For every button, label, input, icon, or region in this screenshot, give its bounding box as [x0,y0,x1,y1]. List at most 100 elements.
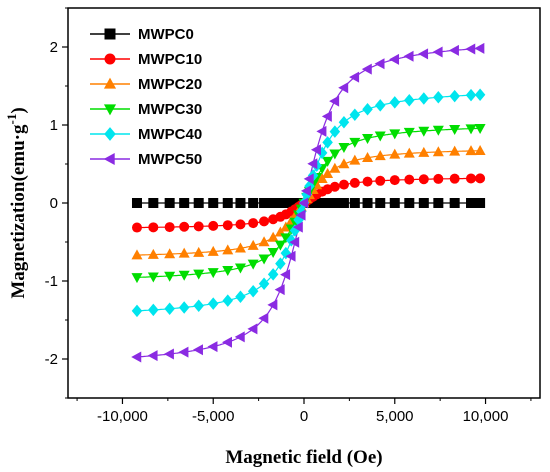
data-point [418,198,429,208]
data-point [349,71,360,83]
x-tick-label: 0 [300,408,308,425]
x-axis: -10,000 -5,000 0 5,000 10,000 [76,398,532,425]
series-points-mwpc30 [131,124,486,284]
data-point [338,115,350,129]
data-point [474,42,485,54]
data-point [148,222,159,233]
data-point [418,174,429,185]
data-point [403,127,415,138]
y-tick-label: 0 [50,195,58,212]
data-point [310,144,321,156]
series-points-mwpc50 [131,42,485,363]
data-point [307,158,318,170]
data-point [349,108,361,122]
data-point [389,96,401,109]
data-point [389,53,400,65]
data-point [338,179,349,190]
data-point [362,134,374,145]
data-point [404,198,415,208]
data-point [349,137,361,148]
y-tick-label: 2 [50,39,58,56]
data-point [329,95,340,107]
data-point [275,257,286,270]
series-markers [131,42,486,363]
data-point [475,198,486,208]
data-point [285,250,296,262]
data-point [311,198,322,208]
x-tick-label: 10,000 [463,408,509,425]
data-point [338,82,349,94]
data-point [465,124,477,135]
data-point [147,272,159,283]
legend-marker [104,53,116,65]
data-point [329,149,341,160]
data-point [267,247,279,258]
data-point [361,63,372,75]
data-point [247,259,259,270]
data-point [465,88,477,102]
data-point [329,181,340,192]
data-point [193,246,205,257]
data-point [267,268,279,281]
data-point [362,102,373,116]
data-point [349,198,360,208]
data-point [322,198,333,208]
data-point [222,220,233,231]
data-point [234,263,246,274]
data-point [448,44,459,56]
data-point [274,240,286,251]
data-point [418,146,430,157]
data-point [362,151,374,162]
data-point [222,294,234,307]
data-point [222,266,234,277]
legend-label: MWPC20 [138,76,202,93]
data-point [267,299,278,311]
data-point [274,284,285,296]
data-point [164,302,175,316]
data-point [268,198,279,208]
data-point [234,331,245,343]
data-point [193,299,204,313]
data-point [193,269,205,280]
data-point [465,145,477,156]
data-point [465,43,476,55]
x-axis-title: Magnetic field (Oe) [225,447,382,468]
data-point [349,154,361,165]
data-point [362,176,373,187]
data-point [208,220,219,231]
data-point [475,173,486,184]
x-tick-label: -5,000 [192,408,235,425]
data-point [322,136,333,149]
data-point [163,348,174,360]
data-point [248,218,259,229]
y-tick-label: -1 [45,273,58,290]
data-point [295,209,306,221]
data-point [289,236,300,248]
legend-label: MWPC0 [138,26,194,43]
data-point [303,173,314,185]
data-point [449,89,460,103]
data-point [248,198,259,208]
data-point [164,248,176,259]
data-point [222,244,234,255]
data-point [389,129,401,140]
y-axis-title-suffix: ) [8,107,29,113]
data-point [374,150,386,161]
data-point [329,162,341,173]
data-point [280,269,291,281]
y-axis-title: Magnetization(emu·g-1) [4,107,29,298]
data-point [404,93,415,107]
data-point [148,303,159,317]
data-point [329,198,340,208]
legend-label: MWPC50 [138,151,202,168]
data-point [208,198,219,208]
data-point [235,198,246,208]
legend-marker [103,152,115,166]
data-point [147,350,158,362]
data-point [207,297,219,310]
data-point [316,173,328,184]
data-point [418,92,430,105]
data-point [258,254,270,265]
